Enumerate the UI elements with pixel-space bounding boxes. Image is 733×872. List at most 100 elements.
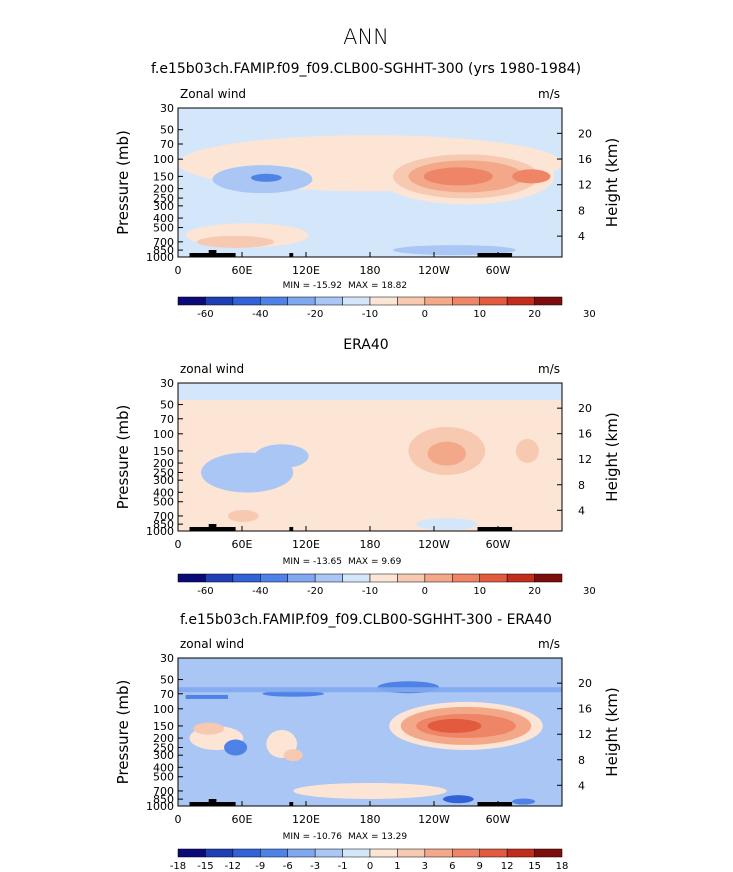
y-tick-label: 150	[153, 445, 174, 458]
contour-region	[250, 173, 282, 182]
colorbar-swatch	[534, 296, 563, 306]
colorbar-swatch	[397, 573, 426, 583]
colorbar-tick-label: 30	[583, 309, 596, 320]
x-tick-label: 0	[175, 538, 182, 551]
colorbar-tick-label: 15	[528, 861, 541, 872]
y-tick-label: 200	[153, 732, 174, 745]
colorbar-swatch	[479, 573, 508, 583]
colorbar-swatch	[479, 848, 508, 858]
topography	[189, 253, 236, 257]
y-tick-label: 850	[153, 244, 174, 257]
contour-region	[178, 383, 562, 401]
colorbar-swatch	[342, 848, 371, 858]
contour-field	[178, 383, 562, 531]
y-right-tick-label: 16	[578, 703, 592, 716]
y-right-tick-label: 12	[578, 179, 592, 192]
colorbar-tick-label: 12	[501, 861, 514, 872]
colorbar-swatch	[177, 848, 206, 858]
y-tick-label: 700	[153, 785, 174, 798]
y-tick-label: 70	[160, 138, 174, 151]
panel-title: f.e15b03ch.FAMIP.f09_f09.CLB00-SGHHT-300…	[180, 612, 552, 628]
contour-region	[416, 518, 478, 531]
x-tick-label: 120E	[292, 538, 320, 551]
colorbar: -60 -40 -20 -10 0 10 20 30	[177, 573, 596, 597]
contour-region	[427, 718, 482, 733]
colorbar-swatch	[369, 848, 398, 858]
x-tick-label: 120W	[418, 813, 450, 826]
y-tick-label: 70	[160, 688, 174, 701]
y-tick-label: 1000	[146, 800, 174, 813]
colorbar-tick-label: 10	[473, 586, 486, 597]
x-tick-label: 60E	[232, 264, 253, 277]
colorbar-tick-label: -40	[252, 309, 268, 320]
colorbar-swatch	[506, 573, 535, 583]
colorbar-swatch	[232, 848, 261, 858]
colorbar-swatch	[232, 573, 261, 583]
y-tick-label: 30	[160, 652, 174, 665]
x-tick-label: 120E	[292, 264, 320, 277]
corner-right-label: m/s	[538, 362, 560, 376]
contour-region	[512, 169, 551, 184]
y-tick-label: 30	[160, 102, 174, 115]
y-tick-label: 1000	[146, 251, 174, 264]
colorbar-tick-label: -10	[362, 309, 378, 320]
y-tick-label: 250	[153, 741, 174, 754]
panel-3: f.e15b03ch.FAMIP.f09_f09.CLB00-SGHHT-300…	[114, 612, 621, 872]
colorbar-swatch	[205, 573, 234, 583]
panel-1: f.e15b03ch.FAMIP.f09_f09.CLB00-SGHHT-300…	[114, 61, 621, 320]
y-tick-label: 150	[153, 720, 174, 733]
corner-left-label: zonal wind	[180, 637, 244, 651]
y-tick-label: 1000	[146, 525, 174, 538]
y-tick-label: 850	[153, 518, 174, 531]
y-tick-label: 700	[153, 510, 174, 523]
colorbar-swatch	[287, 848, 316, 858]
topography	[289, 253, 294, 257]
x-tick-label: 120W	[418, 264, 450, 277]
min-label: MIN = -10.76	[283, 832, 343, 842]
contour-field	[178, 681, 562, 806]
y-right-tick-label: 8	[578, 204, 585, 217]
corner-left-label: zonal wind	[180, 362, 244, 376]
panel-title: ERA40	[343, 337, 388, 353]
x-tick-label: 180	[360, 264, 381, 277]
y-tick-label: 100	[153, 153, 174, 166]
colorbar-swatch	[260, 296, 288, 306]
colorbar-tick-label: -10	[362, 586, 378, 597]
colorbar-tick-label: -12	[225, 861, 241, 872]
contour-region	[224, 739, 248, 756]
x-tick-label: 180	[360, 813, 381, 826]
colorbar-tick-label: 9	[477, 861, 483, 872]
topography	[189, 527, 236, 531]
colorbar-tick-label: -9	[255, 861, 265, 872]
colorbar-tick-label: 18	[556, 861, 569, 872]
colorbar-tick-label: -15	[197, 861, 213, 872]
contour-region	[393, 245, 516, 256]
colorbar-swatch	[397, 296, 426, 306]
x-tick-label: 60E	[232, 538, 253, 551]
topography	[289, 802, 294, 806]
main-title: ANN	[343, 25, 389, 49]
y-right-tick-label: 16	[578, 428, 592, 441]
y-right-tick-label: 12	[578, 453, 592, 466]
colorbar-swatch	[397, 848, 426, 858]
topography	[477, 527, 513, 531]
y-tick-label: 500	[153, 771, 174, 784]
y-right-tick-label: 20	[578, 677, 592, 690]
contour-region	[515, 438, 539, 463]
min-label: MIN = -15.92	[283, 281, 342, 291]
min-label: MIN = -13.65	[283, 557, 342, 567]
y-tick-label: 200	[153, 457, 174, 470]
colorbar-swatch	[314, 573, 343, 583]
y-tick-label: 400	[153, 486, 174, 499]
colorbar-swatch	[314, 296, 343, 306]
y-axis-label: Pressure (mb)	[114, 130, 132, 235]
colorbar-tick-label: 6	[449, 861, 455, 872]
colorbar-tick-label: 20	[528, 586, 541, 597]
contour-region	[197, 235, 274, 248]
panel-title: f.e15b03ch.FAMIP.f09_f09.CLB00-SGHHT-300…	[151, 61, 581, 77]
colorbar-tick-label: -20	[307, 586, 323, 597]
colorbar-swatch	[479, 296, 508, 306]
colorbar-tick-label: -60	[197, 309, 213, 320]
x-tick-label: 60W	[486, 538, 511, 551]
colorbar-swatch	[452, 848, 480, 858]
